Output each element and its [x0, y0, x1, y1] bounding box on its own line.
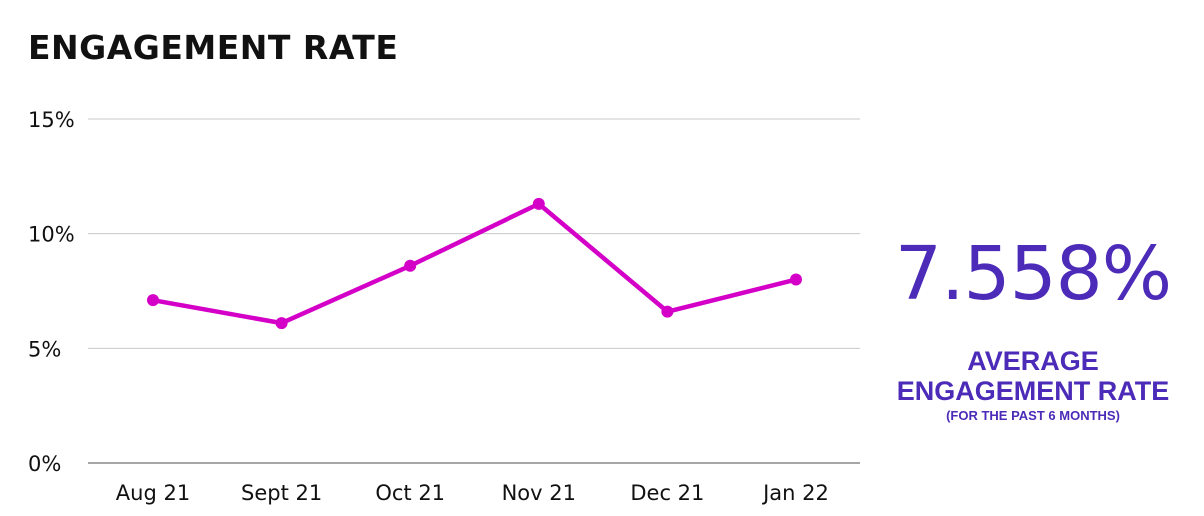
x-tick-label: Nov 21 — [502, 481, 576, 505]
average-label-line-2: ENGAGEMENT RATE — [896, 376, 1170, 406]
data-point — [532, 197, 545, 210]
y-axis-tick-labels: 0% 5% 10% 15% — [28, 108, 75, 476]
data-point — [275, 317, 288, 330]
x-tick-label: Dec 21 — [630, 481, 704, 505]
x-tick-label: Aug 21 — [116, 481, 190, 505]
x-tick-label: Sept 21 — [241, 481, 322, 505]
average-stat-panel: 7.558% AVERAGE ENGAGEMENT RATE (FOR THE … — [862, 230, 1204, 426]
average-engagement-value: 7.558% — [894, 231, 1172, 317]
data-points — [147, 197, 802, 330]
data-point — [404, 259, 417, 272]
chart-title: ENGAGEMENT RATE — [28, 28, 399, 67]
data-point — [147, 294, 159, 307]
line-chart: 0% 5% 10% 15% Aug 21 Sept 21 Oct 21 Nov 21 Dec … — [28, 108, 860, 505]
series-line — [150, 201, 799, 326]
data-point — [661, 305, 674, 318]
x-tick-label: Oct 21 — [375, 481, 445, 505]
series-line-layer — [150, 201, 799, 326]
average-period-note: (FOR THE PAST 6 MONTHS) — [946, 408, 1120, 423]
average-label-line-1: AVERAGE — [967, 346, 1099, 376]
data-point — [790, 273, 802, 286]
x-axis-tick-labels: Aug 21 Sept 21 Oct 21 Nov 21 Dec 21 Jan 22 — [116, 481, 829, 505]
y-tick-label: 5% — [28, 337, 61, 361]
y-tick-label: 15% — [28, 108, 75, 132]
x-tick-label: Jan 22 — [761, 481, 829, 505]
y-tick-label: 0% — [28, 452, 61, 476]
y-tick-label: 10% — [28, 223, 75, 247]
